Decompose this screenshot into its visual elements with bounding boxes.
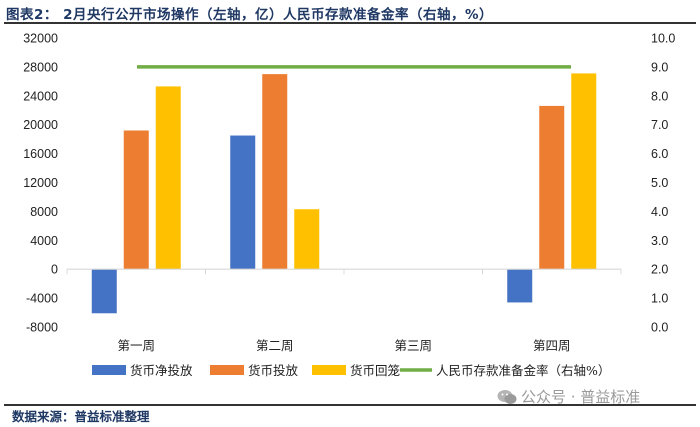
legend-swatch — [210, 365, 244, 375]
bar — [571, 73, 597, 270]
right-tick-label: 4.0 — [651, 205, 668, 219]
legend-label: 人民币存款准备金率（右轴%） — [436, 363, 610, 378]
left-tick-label: 32000 — [23, 32, 58, 46]
category-label: 第四周 — [533, 338, 571, 353]
watermark: 公众号 · 普益标准 — [497, 386, 640, 407]
right-axis: 10.0 9.0 8.0 7.0 6.0 5.0 4.0 3.0 2.0 1.0 0.0 — [651, 32, 675, 335]
bar — [155, 86, 181, 270]
right-tick-label: 1.0 — [651, 292, 668, 306]
bar-series — [91, 73, 597, 314]
right-tick-label: 10.0 — [651, 32, 675, 46]
wechat-icon — [497, 389, 517, 405]
right-tick-label: 0.0 — [651, 321, 668, 335]
left-tick-label: 0 — [51, 263, 58, 277]
right-tick-label: 6.0 — [651, 147, 668, 161]
legend-label: 货币投放 — [248, 363, 299, 378]
left-tick-label: 16000 — [23, 147, 58, 161]
bar — [123, 130, 149, 270]
bar — [294, 209, 320, 270]
right-tick-label: 9.0 — [651, 60, 668, 74]
left-tick-label: 12000 — [23, 176, 58, 190]
bar — [91, 269, 117, 314]
chart-area: 32000 28000 24000 20000 16000 12000 8000 4000 0 -… — [23, 32, 675, 379]
bar — [507, 269, 533, 303]
legend: 货币净投放 货币投放 货币回笼 人民币存款准备金率（右轴%） — [92, 363, 610, 378]
right-tick-label: 2.0 — [651, 263, 668, 277]
legend-label: 货币净投放 — [130, 363, 193, 378]
left-axis: 32000 28000 24000 20000 16000 12000 8000 4000 0 -… — [23, 32, 58, 335]
left-tick-label: 24000 — [23, 89, 58, 103]
category-label: 第一周 — [117, 338, 155, 353]
category-axis-labels: 第一周 第二周 第三周 第四周 — [117, 338, 570, 353]
left-tick-label: 8000 — [30, 205, 58, 219]
watermark-text: 公众号 · 普益标准 — [521, 388, 641, 406]
right-tick-label: 5.0 — [651, 176, 668, 190]
left-tick-label: 4000 — [30, 234, 58, 248]
right-tick-label: 8.0 — [651, 89, 668, 103]
category-ticks — [66, 269, 622, 275]
left-tick-label: 28000 — [23, 60, 58, 74]
chart-title: 图表2： 2月央行公开市场操作（左轴，亿）人民币存款准备金率（右轴，%） — [6, 7, 494, 23]
bar — [539, 105, 565, 270]
right-tick-label: 7.0 — [651, 118, 668, 132]
legend-label: 货币回笼 — [350, 363, 400, 378]
category-label: 第二周 — [256, 338, 294, 353]
data-source: 数据来源：普益标准整理 — [12, 409, 150, 424]
title-divider — [4, 22, 696, 24]
left-tick-label: 20000 — [23, 118, 58, 132]
footer-divider — [4, 404, 696, 406]
left-tick-label: -4000 — [26, 292, 58, 306]
category-label: 第三周 — [394, 338, 432, 353]
right-tick-label: 3.0 — [651, 234, 668, 248]
legend-swatch — [312, 365, 346, 375]
bar — [230, 135, 256, 270]
bar — [262, 74, 288, 270]
left-tick-label: -8000 — [26, 321, 58, 335]
legend-swatch — [92, 365, 126, 375]
